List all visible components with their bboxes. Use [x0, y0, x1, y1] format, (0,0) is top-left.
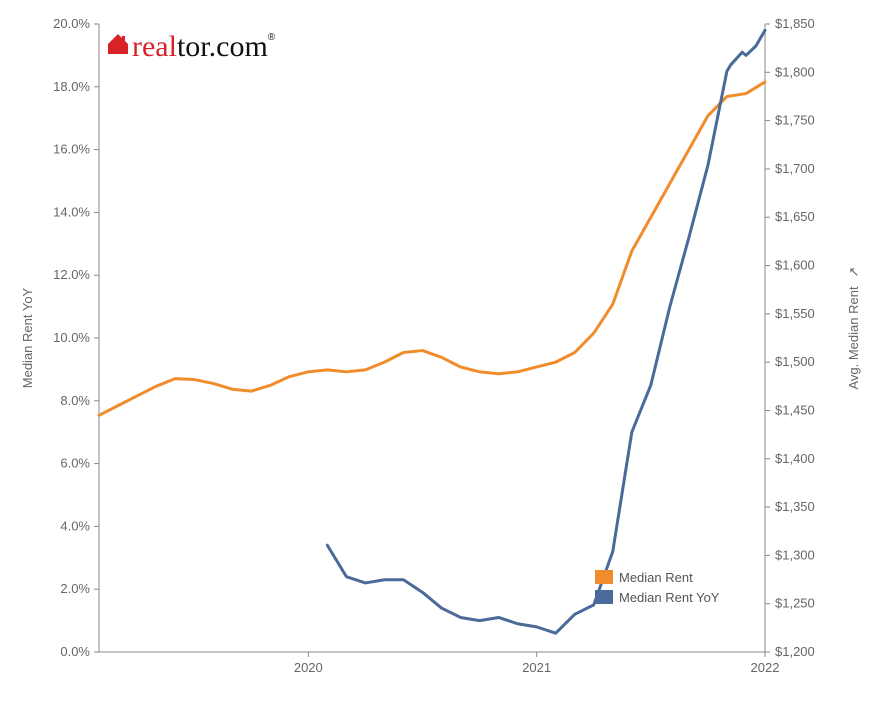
legend-label-median_rent: Median Rent — [619, 570, 693, 585]
realtor-logo: realtor.com® — [132, 30, 276, 63]
chart-svg: 0.0% 2.0% 4.0% 6.0% 8.0% 10.0% 12.0% 14.0% 16.0%… — [0, 0, 876, 701]
x-tick-label: 2021 — [522, 660, 551, 675]
y-left-tick-label: 10.0% — [53, 330, 90, 345]
y-right-tick-label: $1,850 — [775, 16, 815, 31]
x-tick-label: 2022 — [751, 660, 780, 675]
y-left-tick-label: 14.0% — [53, 204, 90, 219]
y-left-tick-label: 12.0% — [53, 267, 90, 282]
y-right-tick-label: $1,750 — [775, 113, 815, 128]
y-left-tick-label: 4.0% — [60, 518, 90, 533]
y-left-tick-label: 2.0% — [60, 581, 90, 596]
y-right-tick-label: $1,450 — [775, 402, 815, 417]
y-right-axis-label-group: Avg. Median Rent ↗ — [846, 267, 861, 390]
y-right-tick-label: $1,350 — [775, 499, 815, 514]
y-left-tick-label: 20.0% — [53, 16, 90, 31]
y-right-tick-label: $1,250 — [775, 596, 815, 611]
y-right-axis-caret-icon: ↗ — [846, 267, 861, 278]
y-left-tick-label: 18.0% — [53, 79, 90, 94]
chart-container: 0.0% 2.0% 4.0% 6.0% 8.0% 10.0% 12.0% 14.0% 16.0%… — [0, 0, 876, 701]
x-tick-label: 2020 — [294, 660, 323, 675]
y-right-tick-label: $1,600 — [775, 258, 815, 273]
y-right-tick-label: $1,550 — [775, 306, 815, 321]
y-right-tick-label: $1,500 — [775, 354, 815, 369]
y-right-tick-label: $1,400 — [775, 451, 815, 466]
y-right-axis-label: Avg. Median Rent — [846, 286, 861, 389]
y-left-tick-label: 6.0% — [60, 456, 90, 471]
y-left-tick-label: 16.0% — [53, 142, 90, 157]
y-right-tick-label: $1,650 — [775, 209, 815, 224]
y-left-axis-label: Median Rent YoY — [20, 287, 35, 388]
legend-swatch-median_rent — [595, 570, 613, 584]
y-left-tick-label: 8.0% — [60, 393, 90, 408]
y-right-tick-label: $1,700 — [775, 161, 815, 176]
legend-label-median_rent_yoy: Median Rent YoY — [619, 590, 720, 605]
plot-area — [99, 24, 765, 652]
y-right-tick-label: $1,300 — [775, 547, 815, 562]
legend-swatch-median_rent_yoy — [595, 590, 613, 604]
y-left-tick-label: 0.0% — [60, 644, 90, 659]
y-right-tick-label: $1,200 — [775, 644, 815, 659]
y-right-tick-label: $1,800 — [775, 64, 815, 79]
